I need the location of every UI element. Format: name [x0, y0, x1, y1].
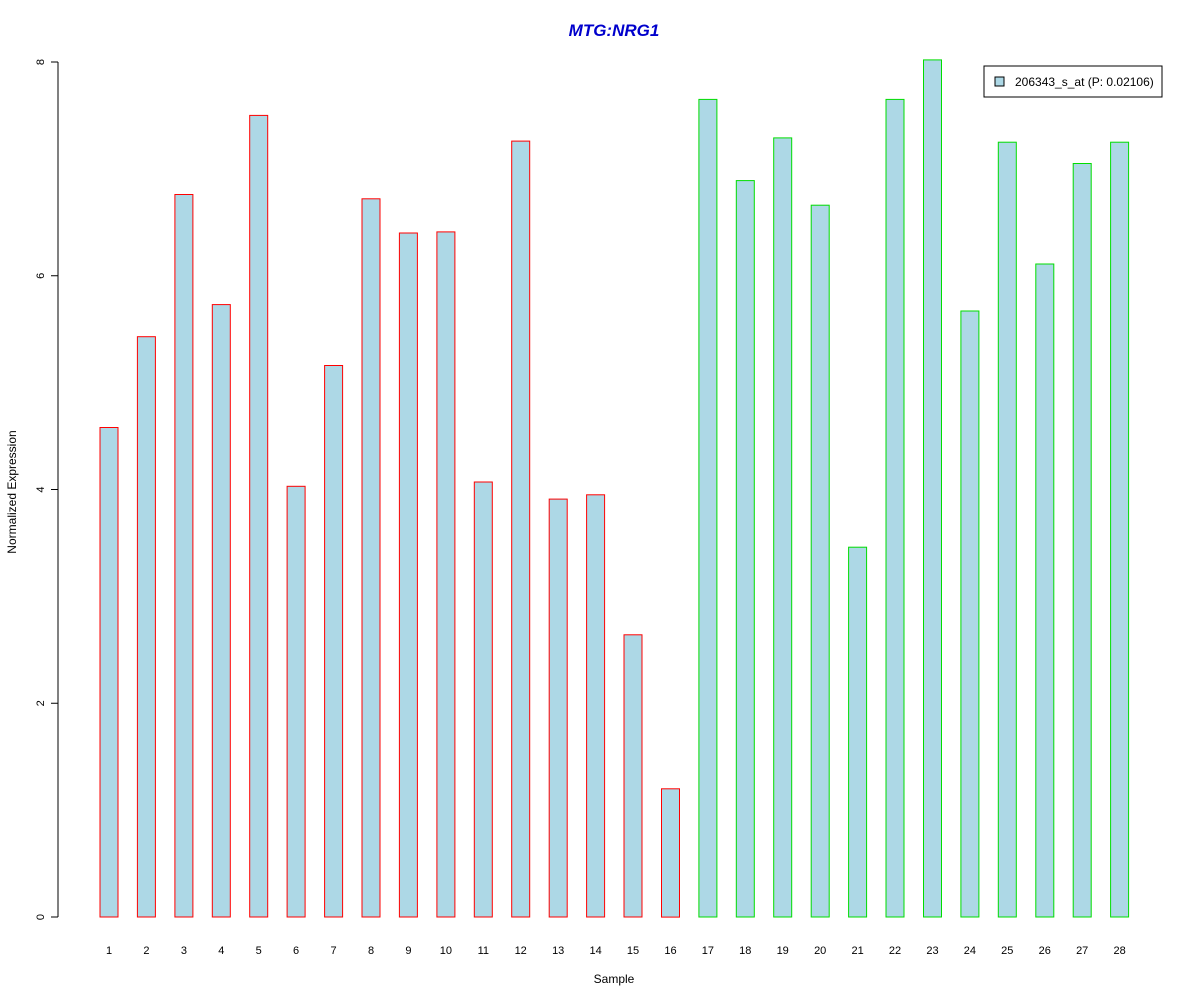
bar-sample-2 [136, 336, 156, 918]
x-tick-label: 3 [181, 945, 187, 957]
x-tick-label: 27 [1076, 945, 1088, 957]
bars-group [99, 59, 1130, 918]
y-tick-label: 0 [35, 914, 47, 920]
x-tick-label: 28 [1113, 945, 1125, 957]
x-tick-label: 6 [293, 945, 299, 957]
bar-sample-25 [997, 141, 1017, 918]
bar-sample-10 [436, 231, 456, 918]
legend-label: 206343_s_at (P: 0.02106) [1015, 75, 1154, 89]
x-tick-label: 23 [926, 945, 938, 957]
x-tick-label: 8 [368, 945, 374, 957]
bar-sample-28 [1110, 141, 1130, 918]
x-tick-label: 22 [889, 945, 901, 957]
x-tick-label: 16 [664, 945, 676, 957]
x-tick-label: 2 [143, 945, 149, 957]
y-tick-label: 4 [35, 486, 47, 492]
bar-sample-26 [1035, 263, 1055, 918]
bar-sample-6 [286, 485, 306, 918]
bar-sample-19 [773, 137, 793, 918]
x-tick-labels: 1 2 3 4 5 6 7 8 9 10 11 12 13 14 15 16 17 18 19 20 21 22 23 24 2… [106, 945, 1126, 957]
bar-sample-21 [848, 546, 868, 918]
x-tick-label: 17 [702, 945, 714, 957]
x-tick-label: 4 [218, 945, 224, 957]
bar-sample-12 [511, 140, 531, 918]
chart-title: MTG:NRG1 [569, 21, 660, 40]
bar-sample-17 [698, 98, 718, 918]
bar-sample-4 [211, 304, 231, 918]
bar-sample-7 [324, 365, 344, 918]
bar-sample-9 [398, 232, 418, 918]
x-tick-label: 25 [1001, 945, 1013, 957]
y-axis-label: Normalized Expression [5, 430, 19, 553]
bar-sample-20 [810, 204, 830, 918]
bar-sample-15 [623, 634, 643, 918]
bar-sample-3 [174, 194, 194, 918]
x-tick-label: 26 [1039, 945, 1051, 957]
bar-sample-1 [99, 427, 119, 918]
y-axis: 0 2 4 6 8 [35, 59, 59, 920]
bar-sample-27 [1072, 163, 1092, 918]
bar-sample-14 [586, 494, 606, 918]
x-tick-label: 21 [851, 945, 863, 957]
bar-sample-5 [249, 114, 269, 918]
bar-sample-18 [735, 180, 755, 918]
bar-sample-24 [960, 310, 980, 918]
x-tick-label: 14 [589, 945, 601, 957]
y-tick-label: 6 [35, 273, 47, 279]
legend-box [983, 65, 1163, 98]
bar-sample-16 [661, 788, 680, 918]
x-axis-label: Sample [594, 972, 635, 986]
legend-swatch [994, 76, 1005, 87]
x-tick-label: 11 [478, 945, 489, 957]
bar-sample-22 [885, 98, 905, 918]
x-tick-label: 18 [739, 945, 751, 957]
bar-sample-23 [923, 59, 942, 918]
bar-sample-11 [473, 481, 493, 918]
x-tick-label: 20 [814, 945, 826, 957]
x-tick-label: 24 [964, 945, 976, 957]
y-tick-label: 8 [35, 59, 47, 65]
legend: 206343_s_at (P: 0.02106) [983, 65, 1163, 98]
x-tick-label: 13 [552, 945, 564, 957]
x-tick-label: 10 [440, 945, 452, 957]
x-tick-label: 19 [777, 945, 789, 957]
x-tick-label: 7 [331, 945, 337, 957]
bar-sample-13 [548, 498, 568, 918]
x-tick-label: 1 [106, 945, 112, 957]
y-tick-label: 2 [35, 700, 47, 706]
x-tick-label: 5 [256, 945, 262, 957]
bar-sample-8 [361, 198, 381, 918]
x-tick-label: 15 [627, 945, 639, 957]
x-tick-label: 12 [515, 945, 527, 957]
x-tick-label: 9 [405, 945, 411, 957]
